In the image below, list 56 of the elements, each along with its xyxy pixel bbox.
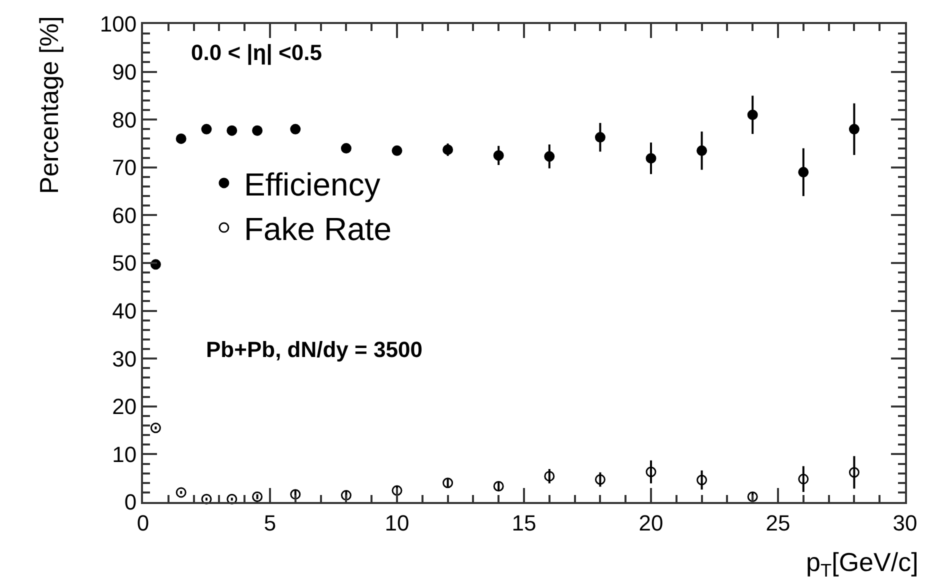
point [392,145,402,156]
point [544,470,555,482]
point [493,150,504,161]
y-tick-label: 60 [112,202,137,228]
y-tick-label: 10 [112,442,137,467]
point [290,489,301,500]
point [226,494,238,504]
point [290,124,301,134]
x-tick-label: 20 [638,510,664,536]
y-tick-label: 40 [112,298,137,324]
y-tick-label: 90 [112,60,137,84]
point [696,474,708,486]
point [646,466,656,478]
y-tick-label: 80 [112,107,137,132]
x-axis-title: p$_{T}$[GeV/c] [806,547,918,577]
point [252,491,263,502]
legend-label: Efficiency [244,166,380,202]
point [848,124,860,134]
point [747,110,758,120]
x-tick-label: 15 [512,510,536,536]
point [176,133,186,144]
y-tick-label: 50 [112,250,137,276]
point [252,125,263,136]
point [442,144,454,155]
point [798,474,809,484]
point [150,422,161,434]
point [544,151,555,162]
x-tick-label: 30 [892,510,918,536]
point [848,467,860,478]
point [392,485,402,496]
point [340,143,352,154]
point [594,132,606,143]
point [493,480,504,492]
point [594,474,606,485]
point [442,478,454,488]
annotation: 0.0 < |η| <0.5 [191,40,322,65]
x-tick-label: 25 [766,510,790,536]
y-tick-label: 100 [100,12,137,37]
point [201,124,212,134]
point [747,491,758,502]
annotation: Pb+Pb, dN/dy = 3500 [206,337,422,362]
y-tick-label: 30 [112,346,137,372]
y-tick-label: 20 [112,394,137,420]
x-tick-label: 5 [264,510,276,536]
point [646,153,656,164]
point [340,490,352,501]
point [201,494,212,504]
point [226,125,238,136]
point [176,487,186,498]
point [798,166,809,178]
y-tick-label: 0 [124,490,137,515]
y-tick-label: 70 [112,155,137,180]
legend-label: Fake Rate [244,211,392,248]
y-axis-title: Percentage [%] [34,16,64,194]
point [696,145,708,156]
x-tick-label: 10 [384,510,410,536]
